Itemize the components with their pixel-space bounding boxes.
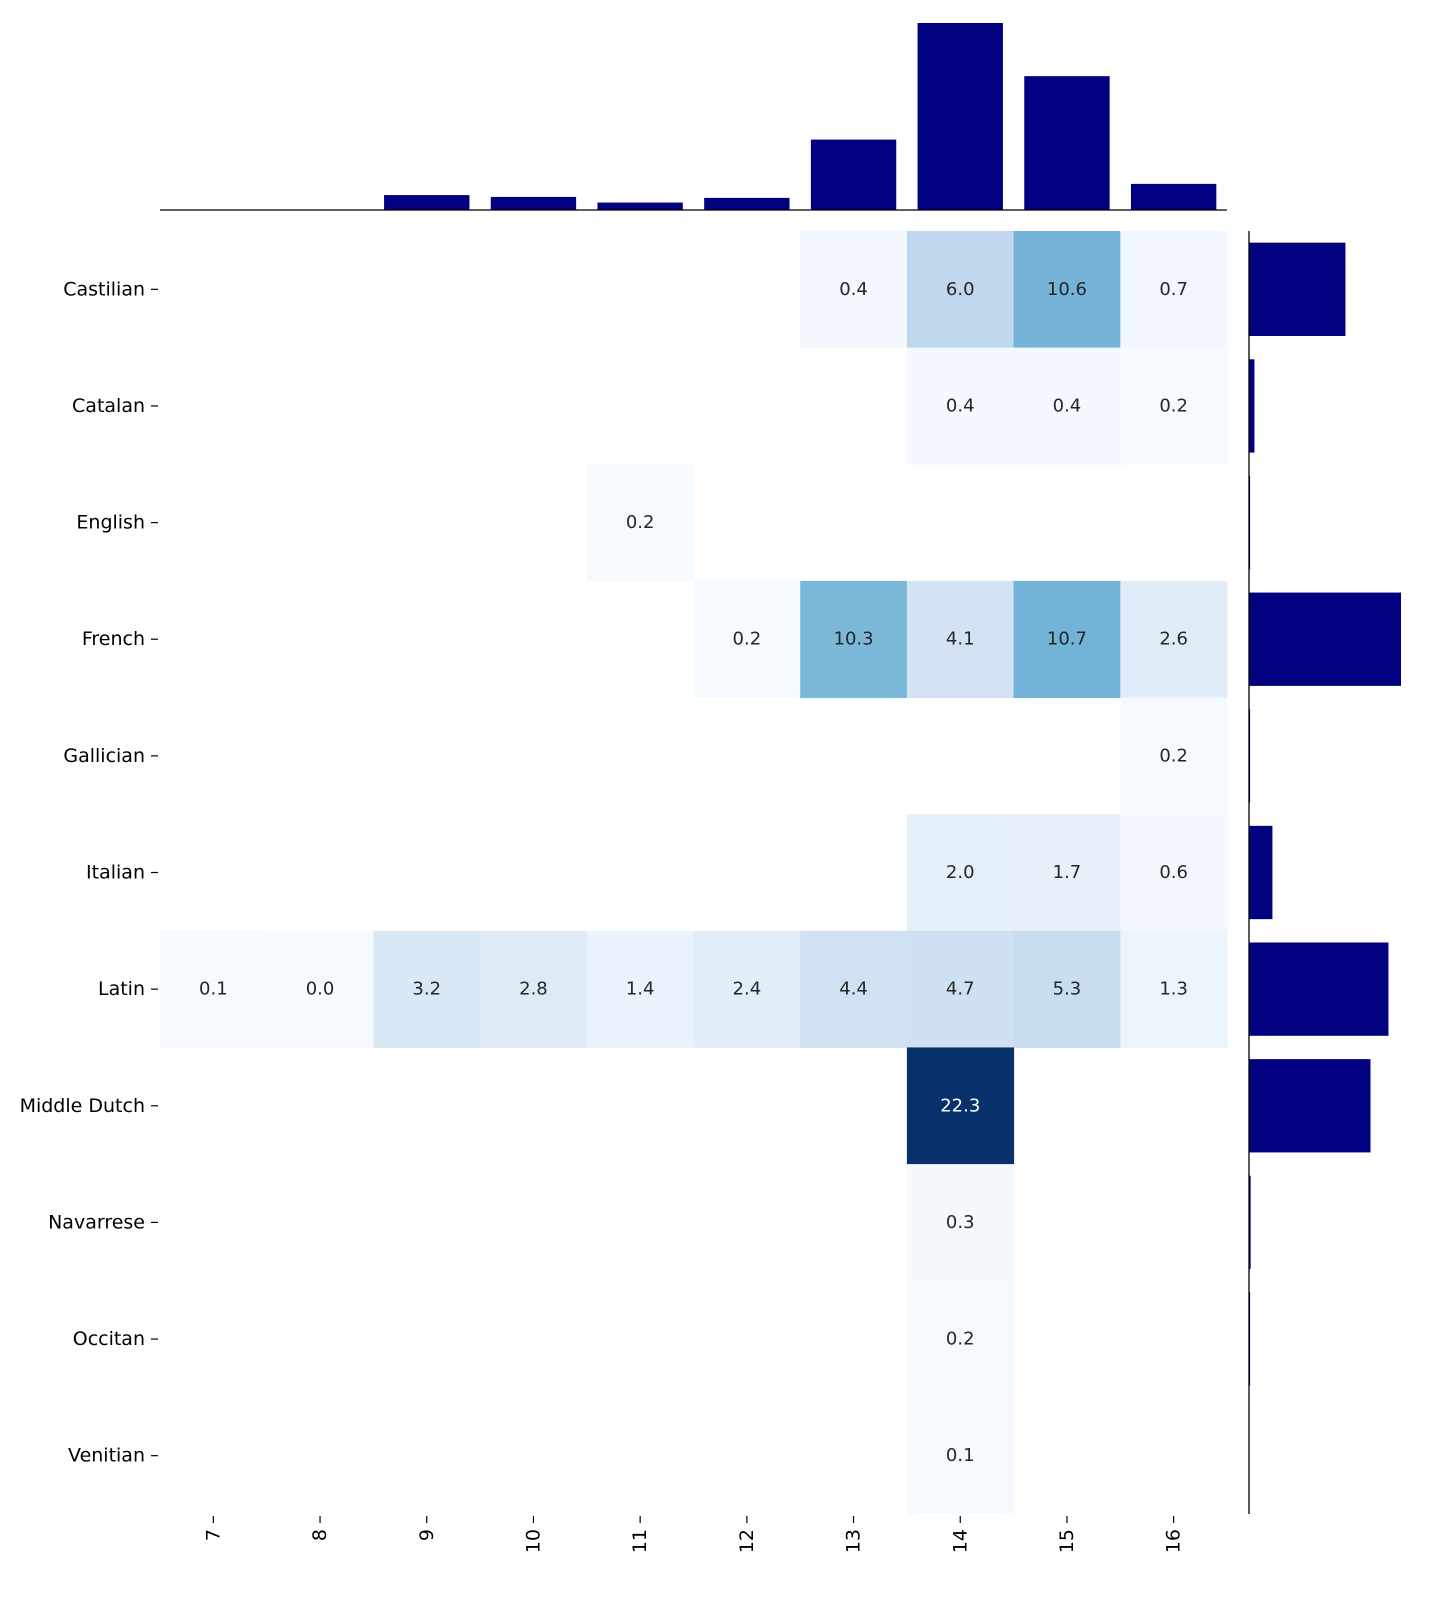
x-tick-label: 16 bbox=[1163, 1529, 1185, 1553]
cell-value-label: 0.2 bbox=[1159, 395, 1188, 416]
cell-value-label: 0.1 bbox=[946, 1445, 975, 1466]
heatmap-cell bbox=[1120, 580, 1228, 699]
cell-value-label: 6.0 bbox=[946, 279, 975, 300]
top-marginal-bar bbox=[704, 197, 790, 210]
heatmap-cell bbox=[586, 464, 694, 582]
heatmap-cell bbox=[693, 580, 801, 699]
cell-value-label: 2.6 bbox=[1159, 629, 1188, 650]
cell-value-label: 0.2 bbox=[733, 629, 762, 650]
y-tick-label: English bbox=[76, 512, 145, 534]
x-tick-label: 11 bbox=[629, 1529, 651, 1553]
right-marginal-bar bbox=[1249, 825, 1273, 920]
cell-value-label: 2.0 bbox=[946, 862, 975, 883]
heatmap-cell bbox=[1120, 814, 1228, 932]
heatmap-cell bbox=[1120, 231, 1228, 349]
cell-value-label: 10.7 bbox=[1047, 629, 1087, 650]
heatmap-cell bbox=[1120, 697, 1228, 815]
cell-value-label: 2.4 bbox=[733, 979, 762, 1000]
top-marginal-bar bbox=[490, 196, 577, 210]
y-tick-label: Latin bbox=[98, 978, 145, 1000]
heatmap-cell bbox=[480, 930, 588, 1048]
cell-value-label: 22.3 bbox=[940, 1095, 980, 1116]
cell-value-label: 0.2 bbox=[1159, 745, 1188, 766]
heatmap-cell bbox=[1013, 231, 1121, 349]
heatmap-cell bbox=[906, 1280, 1015, 1398]
cell-value-label: 0.4 bbox=[1053, 395, 1082, 416]
cell-value-label: 4.7 bbox=[946, 979, 975, 1000]
heatmap-cell bbox=[906, 231, 1015, 349]
y-tick-label: Occitan bbox=[73, 1328, 145, 1350]
heatmap-cell bbox=[1120, 930, 1228, 1048]
y-tick-label: Gallician bbox=[63, 745, 145, 767]
heatmap-cell bbox=[160, 930, 268, 1048]
right-marginal-bar bbox=[1249, 359, 1255, 453]
right-marginal-bar bbox=[1249, 1175, 1251, 1270]
right-marginal-bar bbox=[1249, 592, 1401, 686]
cell-value-label: 1.4 bbox=[626, 979, 655, 1000]
heatmap-cell bbox=[906, 1164, 1015, 1282]
cell-value-label: 0.4 bbox=[839, 279, 868, 300]
right-marginal-bar bbox=[1249, 942, 1389, 1036]
cell-value-label: 10.3 bbox=[834, 629, 874, 650]
cell-value-label: 1.3 bbox=[1159, 979, 1188, 1000]
heatmap-cell bbox=[693, 930, 801, 1048]
top-marginal-bar bbox=[917, 23, 1003, 210]
y-tick-label: Castilian bbox=[63, 278, 145, 300]
cell-value-label: 0.2 bbox=[626, 512, 655, 533]
cell-value-label: 4.1 bbox=[946, 629, 975, 650]
x-tick-label: 7 bbox=[202, 1529, 224, 1541]
cell-value-label: 0.2 bbox=[946, 1329, 975, 1350]
y-tick-label: French bbox=[82, 628, 145, 650]
y-tick-label: Navarrese bbox=[48, 1211, 145, 1233]
cell-value-label: 0.3 bbox=[946, 1212, 975, 1233]
heatmap-cell bbox=[373, 930, 481, 1048]
x-tick-label: 12 bbox=[736, 1529, 758, 1553]
cell-value-label: 0.7 bbox=[1159, 279, 1188, 300]
cell-value-label: 1.7 bbox=[1053, 862, 1082, 883]
top-marginal-bar bbox=[597, 202, 683, 210]
heatmap-cell bbox=[1120, 347, 1228, 465]
right-marginal-bar bbox=[1249, 1059, 1371, 1153]
x-tick-label: 8 bbox=[309, 1529, 331, 1541]
top-marginal-bar bbox=[1130, 183, 1217, 210]
heatmap-cell bbox=[1013, 580, 1121, 699]
y-tick-label: Middle Dutch bbox=[20, 1095, 145, 1117]
x-tick-label: 10 bbox=[522, 1529, 544, 1553]
heatmap-cell bbox=[906, 814, 1015, 932]
cell-value-label: 0.4 bbox=[946, 395, 975, 416]
x-tick-label: 9 bbox=[416, 1529, 438, 1541]
cell-value-label: 0.0 bbox=[306, 979, 335, 1000]
top-marginal-bar bbox=[810, 139, 897, 210]
heatmap-cell bbox=[800, 231, 908, 349]
y-tick-label: Catalan bbox=[72, 395, 145, 417]
heatmap-cell bbox=[906, 1397, 1015, 1515]
cell-value-label: 3.2 bbox=[412, 979, 441, 1000]
y-tick-label: Venitian bbox=[68, 1445, 145, 1467]
heatmap-cell bbox=[1013, 814, 1121, 932]
x-tick-label: 13 bbox=[843, 1529, 865, 1553]
cell-value-label: 5.3 bbox=[1053, 979, 1082, 1000]
cell-value-label: 0.6 bbox=[1159, 862, 1188, 883]
heatmap-cell bbox=[266, 930, 374, 1048]
heatmap-cell bbox=[906, 580, 1015, 699]
heatmap-cell bbox=[906, 930, 1015, 1048]
top-marginal-bar bbox=[384, 195, 470, 210]
x-tick-label: 14 bbox=[949, 1529, 971, 1553]
heatmap-cell bbox=[1013, 930, 1121, 1048]
heatmap-cell bbox=[800, 930, 908, 1048]
cell-value-label: 0.1 bbox=[199, 979, 228, 1000]
heatmap-cell bbox=[906, 1047, 1015, 1165]
heatmap-cell bbox=[800, 580, 908, 699]
cell-value-label: 2.8 bbox=[519, 979, 548, 1000]
right-marginal-bar bbox=[1249, 242, 1346, 336]
cell-value-label: 10.6 bbox=[1047, 279, 1087, 300]
heatmap-cell bbox=[586, 930, 694, 1048]
heatmap-cell bbox=[1013, 347, 1121, 465]
heatmap-cell bbox=[906, 347, 1015, 465]
x-tick-label: 15 bbox=[1056, 1529, 1078, 1553]
y-tick-label: Italian bbox=[86, 862, 145, 884]
cell-value-label: 4.4 bbox=[839, 979, 868, 1000]
top-marginal-bar bbox=[1024, 76, 1110, 210]
